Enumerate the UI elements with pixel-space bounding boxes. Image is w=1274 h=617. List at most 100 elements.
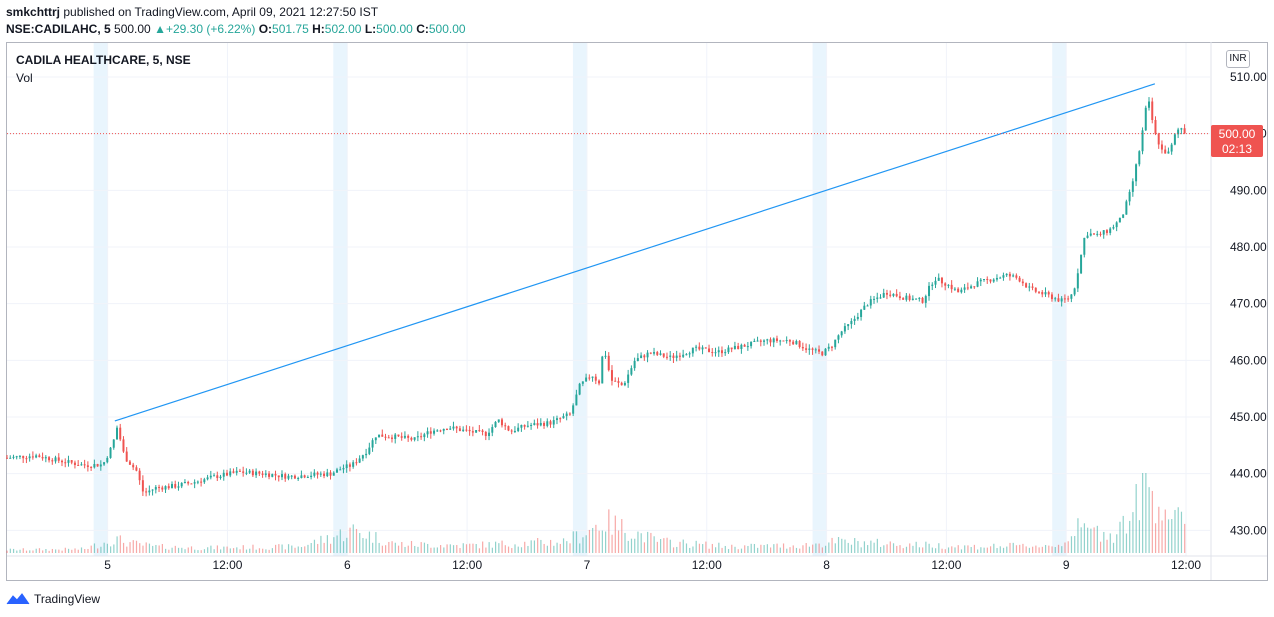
volume-bar — [404, 546, 406, 553]
candle-body — [274, 474, 277, 476]
candle-body — [1157, 133, 1160, 145]
candle-body — [145, 491, 148, 493]
candle-body — [255, 471, 258, 476]
volume-bar — [1116, 534, 1118, 553]
volume-bar — [653, 536, 655, 553]
candle-body — [963, 287, 966, 290]
currency-badge[interactable]: INR — [1226, 50, 1250, 68]
change-up-arrow-icon: ▲ — [154, 22, 166, 36]
candle-body — [216, 475, 219, 479]
candle-body — [132, 464, 135, 468]
candle-body — [497, 419, 500, 422]
volume-bar — [841, 538, 843, 553]
candle-body — [323, 473, 326, 477]
volume-bar — [698, 543, 701, 553]
volume-bar — [938, 543, 940, 553]
volume-bar — [886, 544, 888, 553]
candle-body — [947, 284, 950, 286]
candle-body — [834, 339, 837, 348]
volume-bar — [427, 543, 429, 553]
volume-bar — [601, 530, 603, 553]
chart-legend-title[interactable]: CADILA HEALTHCARE, 5, NSE — [16, 53, 191, 67]
candle-body — [572, 405, 575, 414]
volume-bar — [287, 544, 290, 553]
change-value: +29.30 (+6.22%) — [165, 22, 256, 36]
candle-body — [1118, 217, 1121, 223]
volume-bar — [478, 548, 481, 553]
candle-body — [785, 340, 788, 342]
candle-body — [423, 434, 426, 438]
candle-body — [358, 458, 361, 463]
candle-body — [957, 288, 960, 293]
volume-bar — [1103, 531, 1105, 553]
volume-bar — [48, 550, 50, 553]
candle-body — [539, 422, 542, 426]
volume-bar — [941, 548, 943, 553]
volume-bar — [847, 542, 849, 553]
candle-body — [1025, 283, 1028, 288]
candle-body — [691, 347, 694, 354]
publish-text: published on TradingView.com, April 09, … — [63, 5, 379, 19]
volume-bar — [944, 549, 946, 553]
candle-body — [1057, 298, 1060, 302]
candle-body — [371, 440, 374, 448]
candle-body — [203, 479, 206, 483]
volume-bar — [174, 545, 176, 553]
volume-bar — [740, 548, 743, 553]
session-band-7 — [572, 43, 587, 556]
candle-body — [678, 355, 681, 357]
volume-bar — [689, 547, 691, 553]
candle-body — [740, 344, 743, 350]
volume-bar — [498, 543, 500, 553]
candle-body — [1144, 107, 1147, 131]
candle-body — [604, 355, 607, 357]
volume-bar — [35, 548, 37, 553]
candle-body — [928, 285, 931, 297]
candle-body — [733, 345, 736, 350]
candle-body — [814, 349, 817, 351]
volume-bar — [430, 547, 432, 553]
candle-body — [753, 340, 756, 342]
candle-body — [889, 294, 892, 296]
volume-bar — [45, 549, 47, 553]
volume-bar — [391, 541, 393, 553]
footer-logo[interactable]: TradingView — [6, 590, 100, 608]
volume-legend-label[interactable]: Vol — [16, 71, 33, 85]
candle-body — [1131, 181, 1134, 192]
candle-body — [1167, 151, 1170, 154]
candle-body — [484, 431, 487, 436]
candle-body — [662, 353, 665, 357]
candle-body — [99, 464, 102, 467]
volume-bar — [268, 549, 270, 553]
volume-bar — [831, 537, 833, 553]
volume-bar — [148, 543, 151, 553]
candle-body — [827, 346, 830, 349]
volume-bar — [12, 548, 15, 553]
volume-bar — [407, 545, 409, 553]
candle-body — [1044, 292, 1047, 295]
volume-bar — [517, 546, 519, 553]
publisher-username[interactable]: smkchttrj — [6, 5, 61, 19]
volume-bar — [925, 541, 927, 553]
candle-body — [688, 353, 691, 355]
volume-bar — [200, 550, 202, 553]
candle-body — [1180, 128, 1183, 130]
x-tick-label: 9 — [1063, 558, 1070, 572]
volume-bar — [507, 546, 510, 553]
volume-bar — [475, 544, 477, 553]
candle-body — [384, 436, 387, 438]
candle-body — [64, 462, 67, 464]
volume-bar — [51, 548, 53, 553]
volume-bar — [1167, 519, 1170, 553]
volume-bar — [1090, 528, 1092, 553]
candle-body — [1031, 286, 1034, 288]
volume-bar — [472, 543, 474, 553]
volume-bar — [300, 547, 303, 553]
candle-body — [772, 338, 775, 343]
volume-bar — [769, 547, 772, 553]
candle-body — [724, 352, 727, 354]
trend-line — [114, 83, 1156, 422]
chart-frame[interactable] — [6, 42, 1268, 581]
candle-body — [158, 487, 161, 489]
